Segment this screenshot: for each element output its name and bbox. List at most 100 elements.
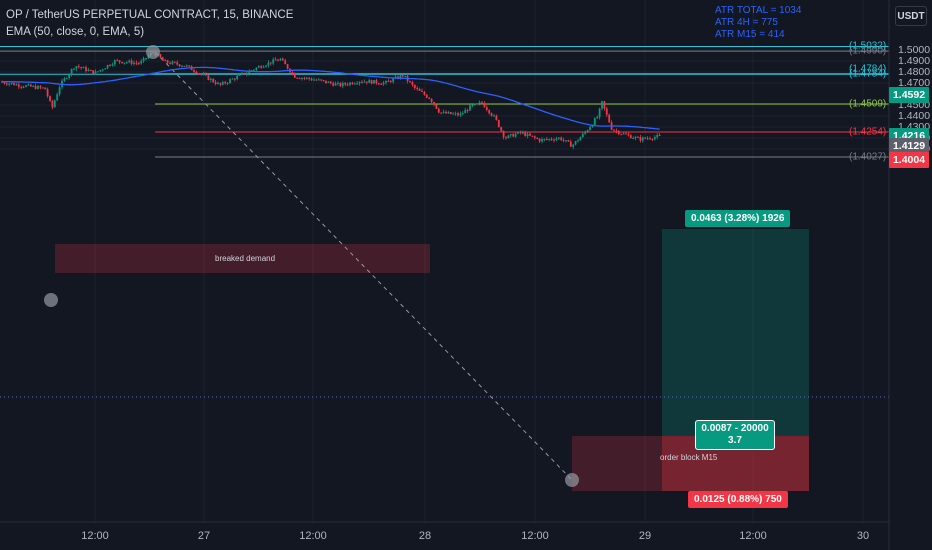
candle-body — [116, 60, 119, 62]
candle-body — [368, 80, 371, 83]
candle-body — [32, 85, 35, 87]
candle-body — [502, 130, 505, 138]
indicator-legend[interactable]: EMA (50, close, 0, EMA, 5) — [6, 26, 145, 38]
candle-body — [593, 118, 596, 125]
candle-body — [545, 138, 548, 140]
candle-body — [87, 69, 90, 71]
candle-body — [334, 83, 337, 86]
candle-body — [562, 140, 565, 142]
candle-body — [464, 110, 467, 114]
candle-body — [286, 64, 289, 69]
candle-body — [68, 74, 71, 79]
candle-body — [442, 111, 445, 113]
candle-body — [649, 138, 651, 140]
candle-body — [524, 132, 527, 137]
candle-body — [85, 67, 87, 71]
candle-body — [133, 62, 135, 64]
atr-4h-text: ATR 4H = 775 — [715, 17, 778, 28]
candle-body — [255, 67, 258, 70]
candle-body — [226, 82, 229, 84]
candle-body — [161, 57, 164, 61]
candle-body — [169, 62, 171, 64]
candle-body — [531, 135, 534, 137]
candle-body — [569, 141, 572, 147]
swing-low-marker-left[interactable] — [44, 293, 58, 307]
position-center-label[interactable]: 0.0087 - 20000 3.7 — [695, 420, 775, 450]
level-value-label: (1.4254) — [849, 126, 887, 138]
candle-body — [296, 77, 299, 79]
candle-body — [46, 89, 49, 97]
currency-button[interactable]: USDT — [895, 6, 927, 26]
candle-body — [637, 136, 639, 138]
candle-body — [608, 114, 611, 123]
candle-body — [231, 78, 234, 80]
candlestick-series — [1, 49, 661, 150]
candle-body — [322, 80, 325, 82]
candle-body — [373, 80, 375, 84]
candle-body — [452, 113, 455, 115]
candle-body — [615, 130, 618, 132]
candle-body — [380, 83, 383, 85]
candle-body — [529, 133, 531, 136]
candle-body — [418, 88, 421, 91]
candle-body — [392, 78, 395, 82]
candle-body — [447, 112, 450, 114]
candle-body — [517, 131, 519, 134]
candle-body — [89, 69, 92, 71]
candle-body — [233, 78, 236, 80]
candle-body — [620, 133, 623, 135]
candle-body — [279, 58, 282, 61]
price-tag: 1.4592 — [889, 86, 929, 103]
candle-body — [265, 65, 267, 67]
candle-body — [560, 137, 563, 141]
time-tick-label: 28 — [418, 530, 432, 542]
candle-body — [188, 65, 191, 67]
candle-body — [435, 104, 438, 109]
level-value-label: (1.4784) — [849, 63, 887, 75]
candle-body — [433, 101, 435, 105]
swing-high-marker[interactable] — [146, 45, 160, 59]
candle-body — [567, 140, 570, 142]
candle-body — [293, 73, 296, 78]
candle-body — [505, 137, 507, 139]
candle-body — [27, 84, 30, 86]
candle-body — [533, 136, 536, 138]
candle-body — [118, 60, 121, 62]
candle-body — [478, 102, 481, 104]
candle-body — [241, 72, 243, 75]
candle-body — [581, 133, 584, 138]
candle-body — [173, 61, 176, 63]
candle-body — [106, 64, 109, 69]
symbol-title[interactable]: OP / TetherUS PERPETUAL CONTRACT, 15, BI… — [6, 9, 294, 21]
candle-body — [349, 82, 351, 85]
candle-body — [65, 78, 68, 80]
candle-body — [356, 83, 359, 85]
candle-body — [260, 66, 263, 68]
candle-body — [519, 131, 522, 133]
candle-body — [51, 100, 54, 108]
candle-body — [375, 80, 378, 84]
price-tag: 1.4129 — [889, 137, 929, 154]
candle-body — [653, 137, 656, 140]
candle-body — [579, 137, 582, 141]
candle-body — [577, 140, 579, 142]
candle-body — [308, 77, 311, 79]
candle-body — [385, 80, 387, 83]
position-ratio-text: 3.7 — [728, 435, 742, 446]
candle-body — [332, 83, 335, 86]
candle-body — [481, 102, 483, 104]
candle-body — [221, 82, 224, 85]
position-target-zone — [662, 229, 809, 436]
candle-body — [164, 60, 167, 62]
candle-body — [303, 77, 306, 79]
candle-body — [257, 66, 260, 68]
candle-body — [625, 133, 627, 135]
candle-body — [49, 96, 51, 101]
level-value-label: (1.5032) — [849, 40, 887, 52]
candle-body — [130, 60, 133, 64]
candle-body — [483, 102, 486, 108]
candle-body — [521, 132, 524, 134]
swing-low-marker-right[interactable] — [565, 473, 579, 487]
candle-body — [416, 88, 419, 90]
